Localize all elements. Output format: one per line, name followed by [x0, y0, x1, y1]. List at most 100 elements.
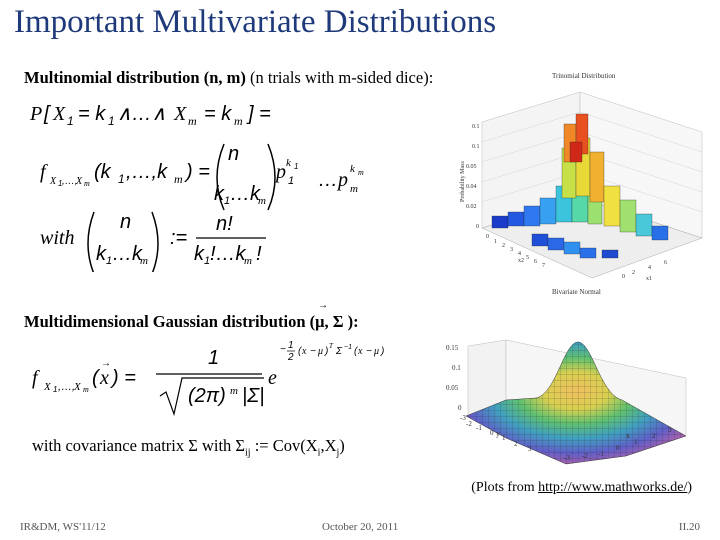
covariance-sub-i: i — [317, 447, 321, 459]
covariance-prefix: with covariance matrix Σ with Σ — [32, 436, 246, 455]
svg-text:p: p — [336, 169, 348, 191]
gaussian-z-tick: 0 — [458, 404, 462, 412]
trinomial-ylabel: Probability Mass — [460, 161, 466, 202]
svg-text:m: m — [230, 385, 238, 397]
svg-text:n: n — [120, 211, 131, 233]
svg-text:m: m — [358, 168, 364, 177]
plots-credit-prefix: (Plots from — [471, 480, 539, 495]
svg-text:3: 3 — [510, 247, 513, 253]
gaussian-heading-prefix: Multidimensional Gaussian distribution ( — [24, 312, 316, 331]
svg-text:…: … — [318, 169, 338, 191]
svg-text:(2π): (2π) — [188, 385, 226, 407]
svg-text:−: − — [280, 344, 286, 355]
svg-text:m: m — [174, 172, 183, 186]
gaussian-plot: 0.15 0.1 0.05 0 -3 -2 -1 0 1 2 3 -3 -2 -… — [446, 339, 687, 465]
gaussian-x-tick: 2 — [652, 432, 656, 440]
svg-text:…k: …k — [112, 243, 143, 265]
svg-text:5: 5 — [526, 255, 529, 261]
mathworks-link[interactable]: http://www.mathworks.de/ — [538, 480, 688, 495]
svg-text:!…k: !…k — [210, 243, 247, 265]
svg-text::=: := — [170, 227, 187, 249]
svg-text:k: k — [350, 163, 356, 175]
multinomial-heading-bold: Multinomial distribution (n, m) — [24, 68, 246, 87]
svg-text:k: k — [286, 157, 292, 169]
trinomial-caption: Bivariate Normal — [552, 288, 601, 296]
svg-text:) =: ) = — [184, 161, 210, 183]
footer-date: October 20, 2011 — [322, 521, 399, 533]
gaussian-y-tick: -3 — [460, 414, 466, 422]
svg-text:1: 1 — [53, 385, 57, 394]
svg-text:m: m — [350, 183, 358, 195]
trinomial-x1-label: x1 — [646, 276, 652, 282]
svg-text:→: → — [101, 358, 111, 369]
svg-text:e: e — [268, 367, 277, 389]
svg-text:1: 1 — [204, 255, 210, 267]
svg-text:= k: = k — [204, 103, 232, 125]
gaussian-y-tick: 0 — [490, 429, 494, 437]
svg-text:n!: n! — [216, 213, 233, 235]
svg-text:|Σ|: |Σ| — [242, 385, 264, 407]
gaussian-x-tick: 3 — [668, 426, 672, 434]
trinomial-z-tick: 0.1 — [472, 124, 480, 130]
svg-text:P: P — [29, 103, 42, 125]
svg-text:∧…∧: ∧…∧ — [117, 103, 166, 125]
svg-text:μ: μ — [373, 346, 379, 357]
svg-text:X: X — [73, 381, 82, 393]
svg-text:m: m — [234, 114, 243, 128]
plots-credit-suffix: ) — [687, 480, 692, 495]
gaussian-z-tick: 0.1 — [452, 364, 461, 372]
gaussian-z-tick: 0.15 — [446, 344, 459, 352]
svg-text:f: f — [40, 161, 48, 183]
covariance-middle: := Cov(X — [250, 436, 318, 455]
svg-text:…k: …k — [230, 183, 261, 205]
svg-text:6: 6 — [534, 259, 537, 265]
svg-text:): ) — [324, 346, 328, 357]
svg-text:m: m — [258, 195, 266, 207]
svg-text:m: m — [84, 179, 90, 188]
svg-text:(: ( — [354, 346, 359, 357]
covariance-text: with covariance matrix Σ with Σ i j := Cov… — [32, 436, 345, 458]
gaussian-heading-mu: μ → — [315, 300, 329, 331]
svg-text:1: 1 — [106, 255, 112, 267]
svg-text:−: − — [366, 346, 372, 357]
covariance-end: ) — [339, 436, 345, 455]
footer-course: IR&DM, WS'11/12 — [20, 521, 106, 533]
svg-text:k: k — [96, 243, 107, 265]
svg-text:x: x — [301, 346, 307, 357]
svg-text:= k: = k — [78, 103, 106, 125]
gaussian-x-tick: -1 — [598, 450, 604, 458]
gaussian-x-tick: -3 — [564, 454, 570, 462]
svg-text:4: 4 — [518, 251, 521, 257]
multinomial-heading-rest: (n trials with m-sided dice): — [249, 68, 434, 87]
svg-text:] =: ] = — [246, 103, 271, 125]
svg-text:x: x — [357, 346, 363, 357]
svg-text:4: 4 — [648, 265, 651, 271]
svg-text:1: 1 — [288, 175, 294, 187]
svg-text:6: 6 — [664, 260, 667, 266]
svg-text:1: 1 — [288, 340, 294, 351]
gaussian-y-tick: 1 — [502, 434, 506, 442]
svg-text:) =: ) = — [110, 367, 136, 389]
svg-text:T: T — [329, 342, 334, 350]
gaussian-y-label: y — [496, 429, 500, 438]
gaussian-y-tick: 3 — [528, 445, 532, 453]
trinomial-z-tick: 0.02 — [466, 204, 477, 210]
svg-text:m: m — [188, 114, 197, 128]
gaussian-heading-mid: , Σ — [324, 312, 344, 331]
footer-slide-number: II.20 — [678, 521, 700, 533]
svg-text:1: 1 — [67, 114, 74, 128]
svg-text:(: ( — [298, 346, 303, 357]
svg-text:,…,: ,…, — [62, 176, 78, 187]
svg-text:1: 1 — [224, 195, 230, 207]
svg-text:m: m — [244, 255, 252, 267]
svg-text:μ: μ — [317, 346, 323, 357]
trinomial-z-tick: 0.1 — [472, 144, 480, 150]
svg-text:7: 7 — [542, 263, 545, 269]
gaussian-heading-suffix: ): — [347, 312, 359, 331]
gaussian-z-tick: 0.05 — [446, 384, 459, 392]
gaussian-y-tick: -2 — [466, 420, 472, 428]
svg-text:2: 2 — [502, 243, 505, 249]
covariance-sub-j: j — [336, 447, 340, 459]
multinomial-heading: Multinomial distribution (n, m) (n trial… — [24, 68, 433, 88]
